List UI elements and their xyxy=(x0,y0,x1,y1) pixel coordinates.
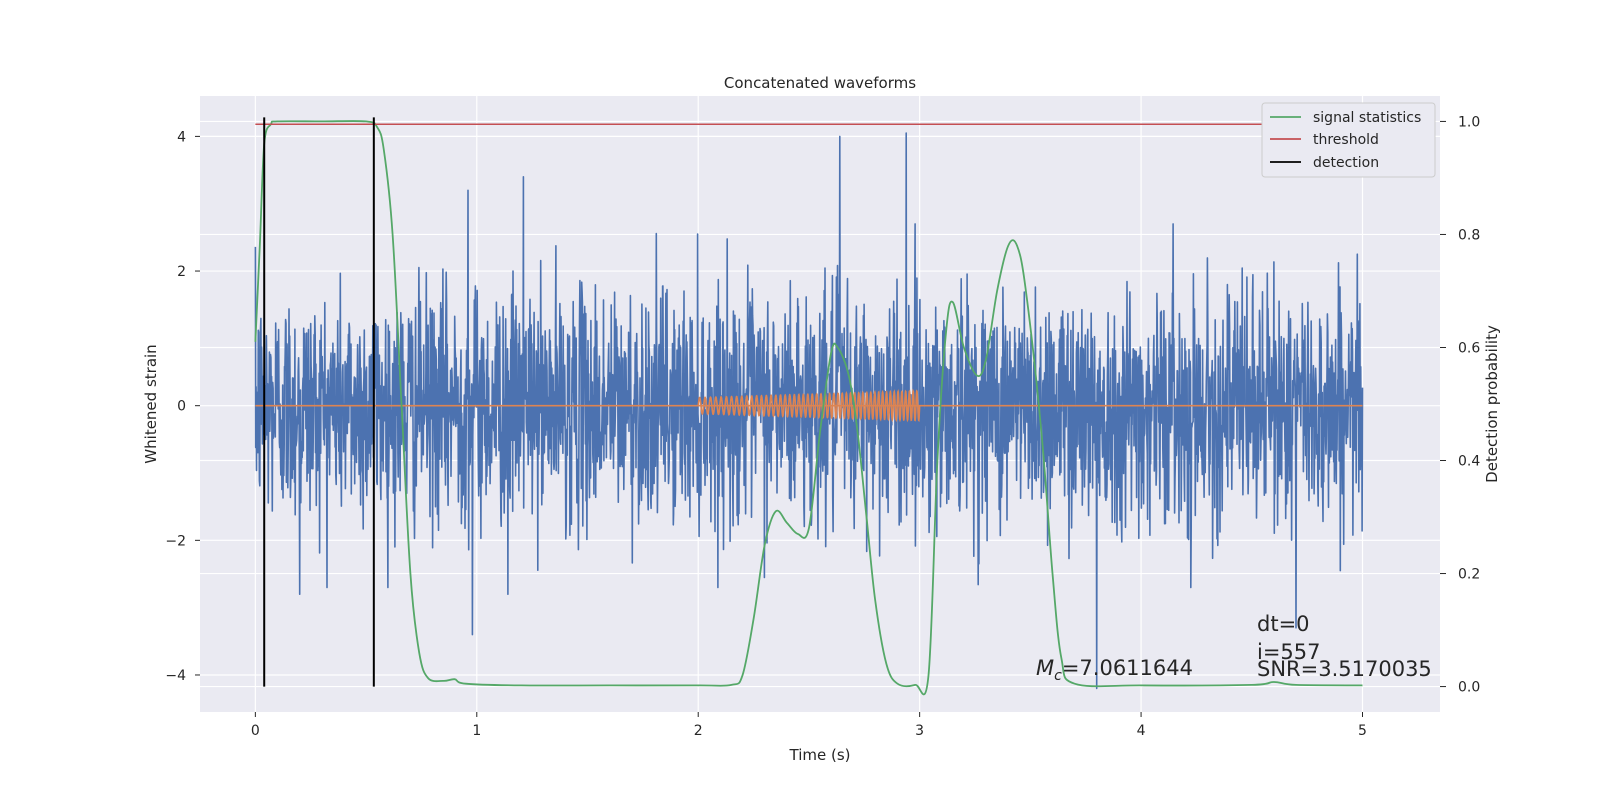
signal-statistics-series xyxy=(254,120,1363,696)
strain-noise-series xyxy=(254,132,1364,690)
injected-waveform-line xyxy=(697,388,921,423)
tick-labels: 0 1 2 3 4 5 −4 −2 0 2 4 0.0 0.2 0.4 0.6 0.8 1.0 xyxy=(165,114,1480,739)
y-left-tick-label: −2 xyxy=(165,533,186,549)
y-left-tick-label: 4 xyxy=(177,129,186,145)
legend: signal statistics threshold detection xyxy=(1261,102,1436,178)
annotations: Mc=7.0611644 dt=0 i=557 SNR=3.5170035 xyxy=(1036,612,1432,684)
y-right-tick-label: 0.4 xyxy=(1458,454,1480,470)
annotation-mc-symbol: M xyxy=(1036,656,1054,680)
y-right-tick-label: 0.6 xyxy=(1458,340,1480,356)
strain-noise-line xyxy=(254,132,1364,690)
y-right-tick-label: 0.2 xyxy=(1458,567,1480,583)
x-axis-label: Time (s) xyxy=(789,746,851,764)
annotation-dt: dt=0 xyxy=(1257,612,1310,636)
y-right-tick-label: 1.0 xyxy=(1458,114,1480,130)
annotation-snr: SNR=3.5170035 xyxy=(1257,657,1432,681)
detection-series xyxy=(263,117,375,687)
x-tick-label: 2 xyxy=(694,723,703,739)
y-left-tick-label: 0 xyxy=(177,399,186,415)
annotation-mc-value: =7.0611644 xyxy=(1062,656,1193,680)
chart-title: Concatenated waveforms xyxy=(724,74,916,92)
injected-waveform-series xyxy=(255,388,1363,423)
legend-label-signal-statistics: signal statistics xyxy=(1313,110,1421,126)
legend-box xyxy=(1261,102,1436,178)
annotation-i: i=557 xyxy=(1257,640,1321,664)
signal-statistics-line xyxy=(254,120,1363,696)
y-left-tick-label: −4 xyxy=(165,668,186,684)
y-left-tick-label: 2 xyxy=(177,264,186,280)
x-tick-label: 3 xyxy=(915,723,924,739)
x-tick-label: 4 xyxy=(1137,723,1146,739)
y-right-tick-label: 0.8 xyxy=(1458,227,1480,243)
y-right-tick-label: 0.0 xyxy=(1458,680,1480,696)
x-tick-label: 1 xyxy=(472,723,481,739)
y-axis-label-right: Detection probability xyxy=(1483,325,1501,483)
annotation-mc-subscript: c xyxy=(1054,668,1062,684)
y-axis-label-left: Whitened strain xyxy=(142,344,160,463)
legend-label-threshold: threshold xyxy=(1313,132,1379,148)
x-tick-label: 5 xyxy=(1358,723,1367,739)
x-tick-label: 0 xyxy=(251,723,260,739)
annotation-mc: Mc=7.0611644 xyxy=(1036,656,1193,684)
legend-label-detection: detection xyxy=(1313,155,1379,171)
